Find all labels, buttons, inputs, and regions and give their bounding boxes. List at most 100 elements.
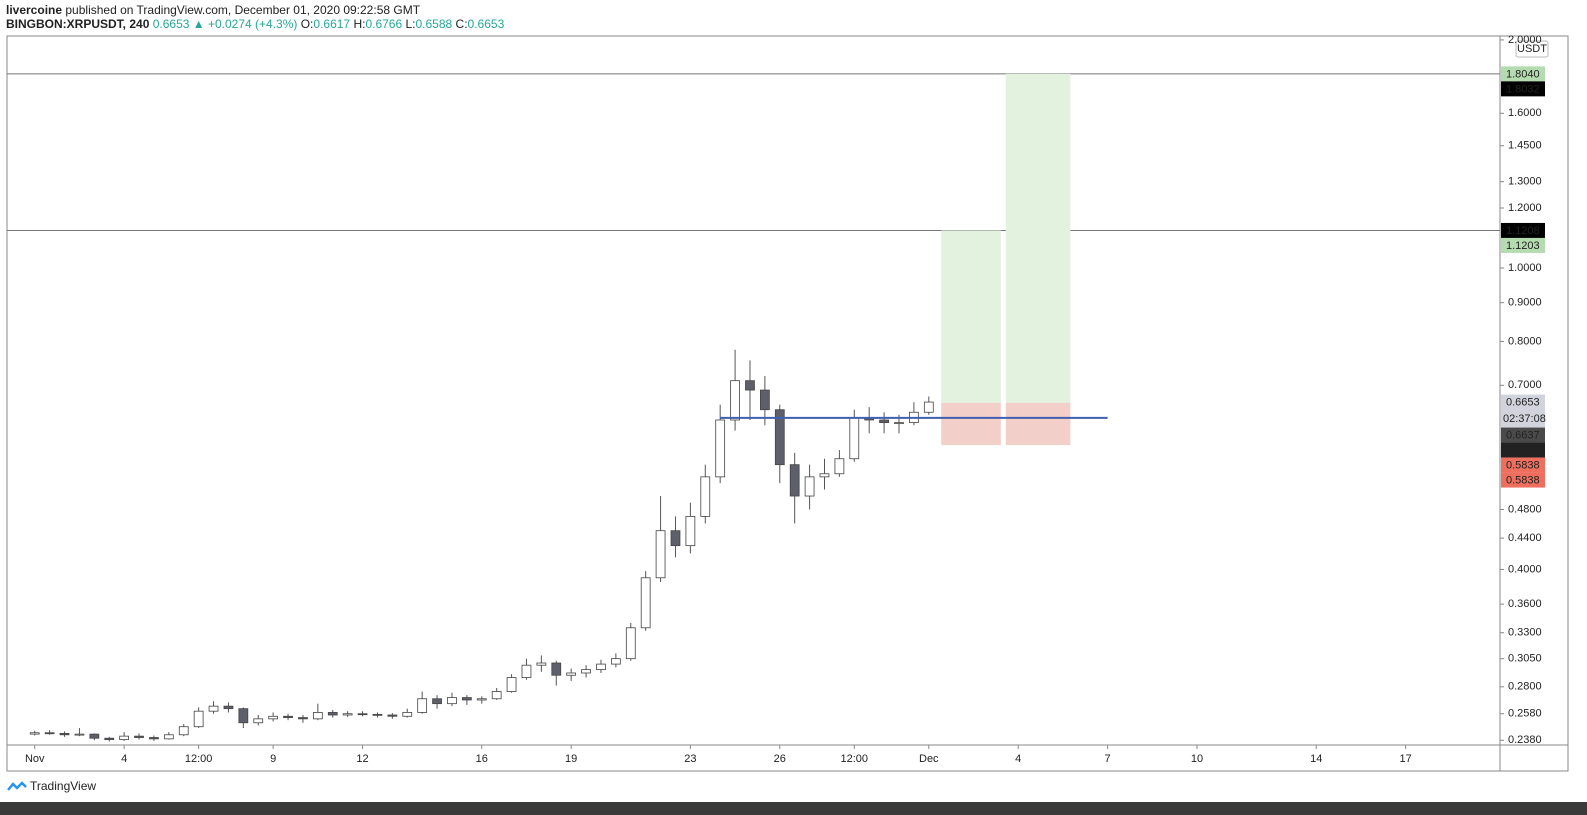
profit-zone: [941, 230, 1001, 403]
loss-zone: [1005, 402, 1071, 446]
price-label-box: [1501, 237, 1545, 253]
candle-body: [655, 530, 666, 579]
candle-body: [163, 734, 174, 740]
profit-zone: [1005, 73, 1071, 403]
candle-body: [417, 698, 428, 713]
y-tick-label: 0.4800: [1508, 503, 1542, 515]
candle-body: [551, 662, 562, 676]
candle-body: [506, 677, 517, 692]
candle-body: [298, 717, 308, 720]
candle-body: [581, 669, 591, 674]
currency-box: [1515, 40, 1549, 58]
countdown: 02:37:08: [1503, 413, 1546, 425]
h: 0.6766: [365, 17, 403, 31]
candle-body: [894, 422, 904, 425]
candle-body: [849, 416, 860, 460]
x-tick-label: Dec: [919, 753, 939, 765]
candle-body: [342, 713, 353, 716]
candle-body: [879, 419, 889, 424]
c: 0.6653: [467, 17, 505, 31]
y-tick-label: 0.4000: [1508, 563, 1542, 575]
x-tick-label: 7: [1105, 753, 1111, 765]
y-tick-label: 0.4400: [1508, 532, 1542, 544]
y-tick-label: 0.2380: [1508, 734, 1542, 746]
bottom-bar: [0, 802, 1587, 815]
author[interactable]: livercoine: [6, 3, 63, 17]
y-tick-label: 0.3050: [1508, 653, 1542, 665]
candle-body: [44, 732, 55, 735]
y-tick-label: 0.7000: [1508, 379, 1542, 391]
candle-body: [208, 705, 219, 712]
publish-line: livercoine published on TradingView.com,…: [6, 3, 504, 17]
price-label-box: [1501, 472, 1545, 488]
candle-body: [238, 708, 249, 724]
candle-body: [89, 733, 100, 739]
c-label: C:: [455, 17, 468, 31]
candle-body: [59, 733, 70, 736]
candle-body: [819, 473, 830, 478]
candle-body: [685, 515, 696, 547]
y-tick-label: 0.2580: [1508, 708, 1542, 720]
candle-body: [104, 737, 115, 740]
o-label: O:: [300, 17, 314, 31]
candle-body: [119, 735, 130, 740]
x-tick-label: 10: [1191, 753, 1203, 765]
candle-body: [29, 732, 40, 735]
y-tick-label: 1.2000: [1508, 202, 1542, 214]
logo: [7, 781, 27, 791]
candle-body: [640, 577, 651, 629]
price-label-box: [1501, 81, 1545, 97]
candle-body: [461, 697, 472, 701]
candle-body: [372, 713, 383, 716]
x-tick-label: 12:00: [185, 753, 213, 765]
x-tick-label: 14: [1310, 753, 1322, 765]
price-label: 1.1203: [1506, 240, 1540, 252]
candle-body: [178, 726, 189, 736]
brand: TradingView: [30, 779, 96, 793]
symbol: BINGBON:XRPUSDT, 240: [6, 17, 150, 31]
x-tick-label: 16: [476, 753, 488, 765]
candle-body: [745, 380, 755, 391]
loss-zone: [941, 402, 1001, 446]
candle-body: [700, 476, 711, 517]
price-label: 1.1208: [1506, 225, 1540, 237]
price-label-box: [1501, 457, 1545, 473]
candle-body: [312, 712, 323, 720]
candle-body: [149, 737, 159, 740]
symbol-line: BINGBON:XRPUSDT, 240 0.6653 ▲ +0.0274 (+…: [6, 17, 504, 31]
candle-body: [715, 419, 726, 478]
x-tick-label: 12: [356, 753, 368, 765]
y-tick-label: 0.3600: [1508, 598, 1542, 610]
candle-body: [357, 713, 368, 716]
candle-body: [327, 712, 338, 716]
change: ▲ +0.0274 (+4.3%): [192, 17, 298, 31]
x-tick-label: 4: [121, 753, 127, 765]
price-label: 0.6637: [1506, 444, 1540, 456]
x-tick-label: 26: [774, 753, 786, 765]
price-label: 0.5838: [1506, 459, 1540, 471]
x-tick-label: 17: [1400, 753, 1412, 765]
candle-body: [432, 698, 442, 705]
l-label: L:: [405, 17, 416, 31]
price-label: 0.5838: [1506, 474, 1540, 486]
candle-body: [402, 712, 413, 717]
y-tick-label: 1.6000: [1508, 107, 1542, 119]
candle-body: [596, 663, 606, 671]
candle-body: [670, 530, 681, 547]
y-tick-label: 0.2800: [1508, 681, 1542, 693]
price-label: 1.8040: [1506, 68, 1540, 80]
l: 0.6588: [415, 17, 453, 31]
y-tick-label: 1.4500: [1508, 140, 1542, 152]
y-tick-label: 0.3300: [1508, 627, 1542, 639]
last: 0.6653: [152, 17, 190, 31]
candle-body: [268, 715, 279, 720]
candle-body: [476, 698, 487, 701]
frame: [6, 35, 1569, 772]
price-label-box: [1501, 427, 1545, 443]
currency: USDT: [1517, 43, 1547, 55]
price-label: 0.6637: [1506, 429, 1540, 441]
price-label: 0.6653: [1506, 396, 1540, 408]
candle-body: [134, 735, 144, 738]
candle-body: [730, 380, 740, 421]
